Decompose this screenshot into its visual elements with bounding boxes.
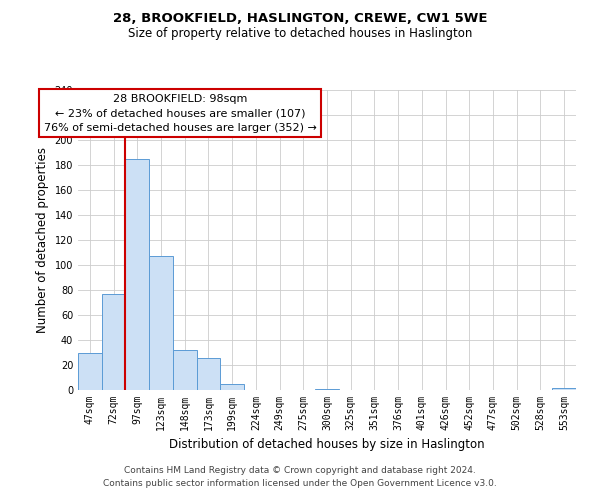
Bar bbox=[173, 350, 197, 390]
X-axis label: Distribution of detached houses by size in Haslington: Distribution of detached houses by size … bbox=[169, 438, 485, 452]
Bar bbox=[78, 352, 102, 390]
Text: Contains HM Land Registry data © Crown copyright and database right 2024.
Contai: Contains HM Land Registry data © Crown c… bbox=[103, 466, 497, 487]
Bar bbox=[197, 358, 220, 390]
Bar bbox=[102, 294, 125, 390]
Bar bbox=[220, 384, 244, 390]
Y-axis label: Number of detached properties: Number of detached properties bbox=[36, 147, 49, 333]
Bar bbox=[125, 159, 149, 390]
Bar bbox=[149, 256, 173, 390]
Text: Size of property relative to detached houses in Haslington: Size of property relative to detached ho… bbox=[128, 28, 472, 40]
Text: 28 BROOKFIELD: 98sqm
← 23% of detached houses are smaller (107)
76% of semi-deta: 28 BROOKFIELD: 98sqm ← 23% of detached h… bbox=[44, 94, 316, 132]
Text: 28, BROOKFIELD, HASLINGTON, CREWE, CW1 5WE: 28, BROOKFIELD, HASLINGTON, CREWE, CW1 5… bbox=[113, 12, 487, 26]
Bar bbox=[315, 389, 339, 390]
Bar bbox=[552, 388, 576, 390]
